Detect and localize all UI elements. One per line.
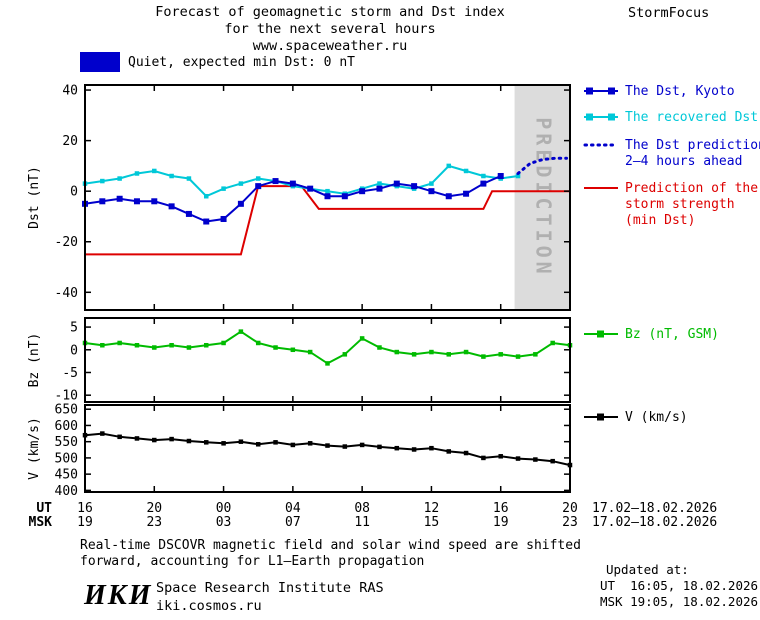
y-tick-label: 0	[70, 185, 78, 200]
legend-item-recovered-dst: The recovered Dst	[583, 110, 758, 126]
series-dst	[82, 173, 504, 225]
y-tick-label: 40	[62, 84, 78, 99]
ut-prefix: UT	[36, 501, 52, 516]
series-storm	[85, 185, 570, 256]
legend-item-v: V (km/s)	[583, 410, 688, 426]
title-line2: for the next several hours	[224, 21, 436, 37]
panel-frame	[84, 404, 571, 493]
prediction-band-label: PREDICTION	[531, 117, 555, 277]
propagation-note-line1: Real-time DSCOVR magnetic field and sola…	[80, 538, 581, 553]
panel-frame	[84, 317, 571, 403]
ut-tick-label: 12	[424, 501, 440, 516]
legend-label: Prediction of the storm strength (min Ds…	[625, 181, 759, 228]
storm-level-swatch-icon	[80, 52, 120, 72]
y-tick-label: 0	[70, 343, 78, 358]
msk-date-range: 17.02–18.02.2026	[592, 515, 717, 530]
y-tick-label: -20	[55, 235, 78, 250]
msk-tick-label: 23	[562, 515, 578, 530]
institute-site: iki.cosmos.ru	[156, 598, 262, 614]
panel-dst: PREDICTION 40 20 0 -20 -40 Dst (nT)	[27, 84, 571, 311]
ut-tick-label: 16	[77, 501, 93, 516]
iki-logo: ИКИ	[84, 580, 153, 611]
y-tick-label: 600	[55, 419, 78, 434]
updated-at-label: Updated at:	[606, 562, 689, 577]
msk-tick-label: 07	[285, 515, 301, 530]
y-tick-label: 5	[70, 321, 78, 336]
title-url: www.spaceweather.ru	[252, 38, 408, 54]
storm-level-legend: Quiet, expected min Dst: 0 nT	[80, 52, 355, 72]
y-tick-label: -40	[55, 286, 78, 301]
y-tick-label: 500	[55, 451, 78, 466]
legend-label: V (km/s)	[625, 410, 688, 425]
legend-item-storm-strength: Prediction of the storm strength (min Ds…	[583, 181, 758, 229]
msk-tick-label: 23	[146, 515, 162, 530]
ut-date-range: 17.02–18.02.2026	[592, 501, 717, 516]
legend-item-dst-prediction: The Dst prediction 2–4 hours ahead	[583, 138, 760, 170]
series-bz	[82, 329, 573, 366]
storm-level-label: Quiet, expected min Dst: 0 nT	[128, 54, 355, 70]
y-axis-label: Dst (nT)	[27, 166, 42, 229]
panel-frame	[84, 84, 571, 311]
y-axis-label: V (km/s)	[27, 417, 42, 480]
propagation-note-line2: forward, accounting for L1–Earth propaga…	[80, 554, 425, 569]
dst-prediction-swatch-icon	[583, 143, 619, 147]
ut-tick-label: 04	[285, 501, 301, 516]
legend-item-bz: Bz (nT, GSM)	[583, 327, 719, 343]
ut-tick-label: 08	[354, 501, 370, 516]
msk-tick-label: 11	[354, 515, 370, 530]
updated-ut: UT 16:05, 18.02.2026	[600, 578, 759, 593]
msk-tick-label: 19	[77, 515, 93, 530]
panel-bz: 5 0 -5 -10 Bz (nT)	[27, 317, 573, 404]
series-recovered	[82, 163, 521, 199]
legend-label: The recovered Dst	[625, 110, 759, 125]
updated-msk: MSK 19:05, 18.02.2026	[600, 594, 759, 609]
msk-tick-label: 03	[216, 515, 232, 530]
legend-item-dst-kyoto: The Dst, Kyoto	[583, 84, 735, 100]
ut-tick-label: 20	[562, 501, 578, 516]
msk-tick-label: 19	[493, 515, 509, 530]
legend-label: Bz (nT, GSM)	[625, 327, 719, 342]
bz-swatch-icon	[584, 330, 618, 338]
y-tick-label: -5	[62, 366, 78, 381]
ut-tick-label: 16	[493, 501, 509, 516]
title-line1: Forecast of geomagnetic storm and Dst in…	[155, 4, 505, 20]
series-prediction	[516, 156, 568, 175]
y-tick-label: 650	[55, 403, 78, 418]
prediction-band	[514, 85, 570, 310]
recovered-dst-swatch-icon	[584, 113, 618, 121]
ut-tick-label: 00	[216, 501, 232, 516]
legend-label: The Dst, Kyoto	[625, 84, 735, 99]
y-tick-label: 550	[55, 435, 78, 450]
msk-tick-label: 15	[424, 515, 440, 530]
msk-prefix: MSK	[29, 515, 53, 530]
institute-name: Space Research Institute RAS	[156, 580, 384, 596]
v-swatch-icon	[584, 413, 618, 421]
series-v	[82, 431, 573, 468]
y-tick-label: 450	[55, 468, 78, 483]
dst-kyoto-swatch-icon	[584, 87, 618, 95]
legend-label: The Dst prediction 2–4 hours ahead	[625, 138, 760, 169]
brand-stormfocus: StormFocus	[628, 5, 710, 21]
y-tick-label: 400	[55, 484, 78, 499]
storm-strength-swatch-icon	[584, 187, 618, 189]
page-title: Forecast of geomagnetic storm and Dst in…	[70, 4, 590, 55]
charts-svg: PREDICTION 40 20 0 -20 -40 Dst (nT) 5 0 -5 -10 Bz (…	[27, 84, 718, 530]
y-axis-label: Bz (nT)	[27, 333, 42, 388]
y-tick-label: 20	[62, 134, 78, 149]
y-tick-label: -10	[55, 389, 78, 404]
ut-tick-label: 20	[146, 501, 162, 516]
x-axis-labels: 16192023000304070811121516192023UTMSK17.…	[29, 501, 718, 530]
